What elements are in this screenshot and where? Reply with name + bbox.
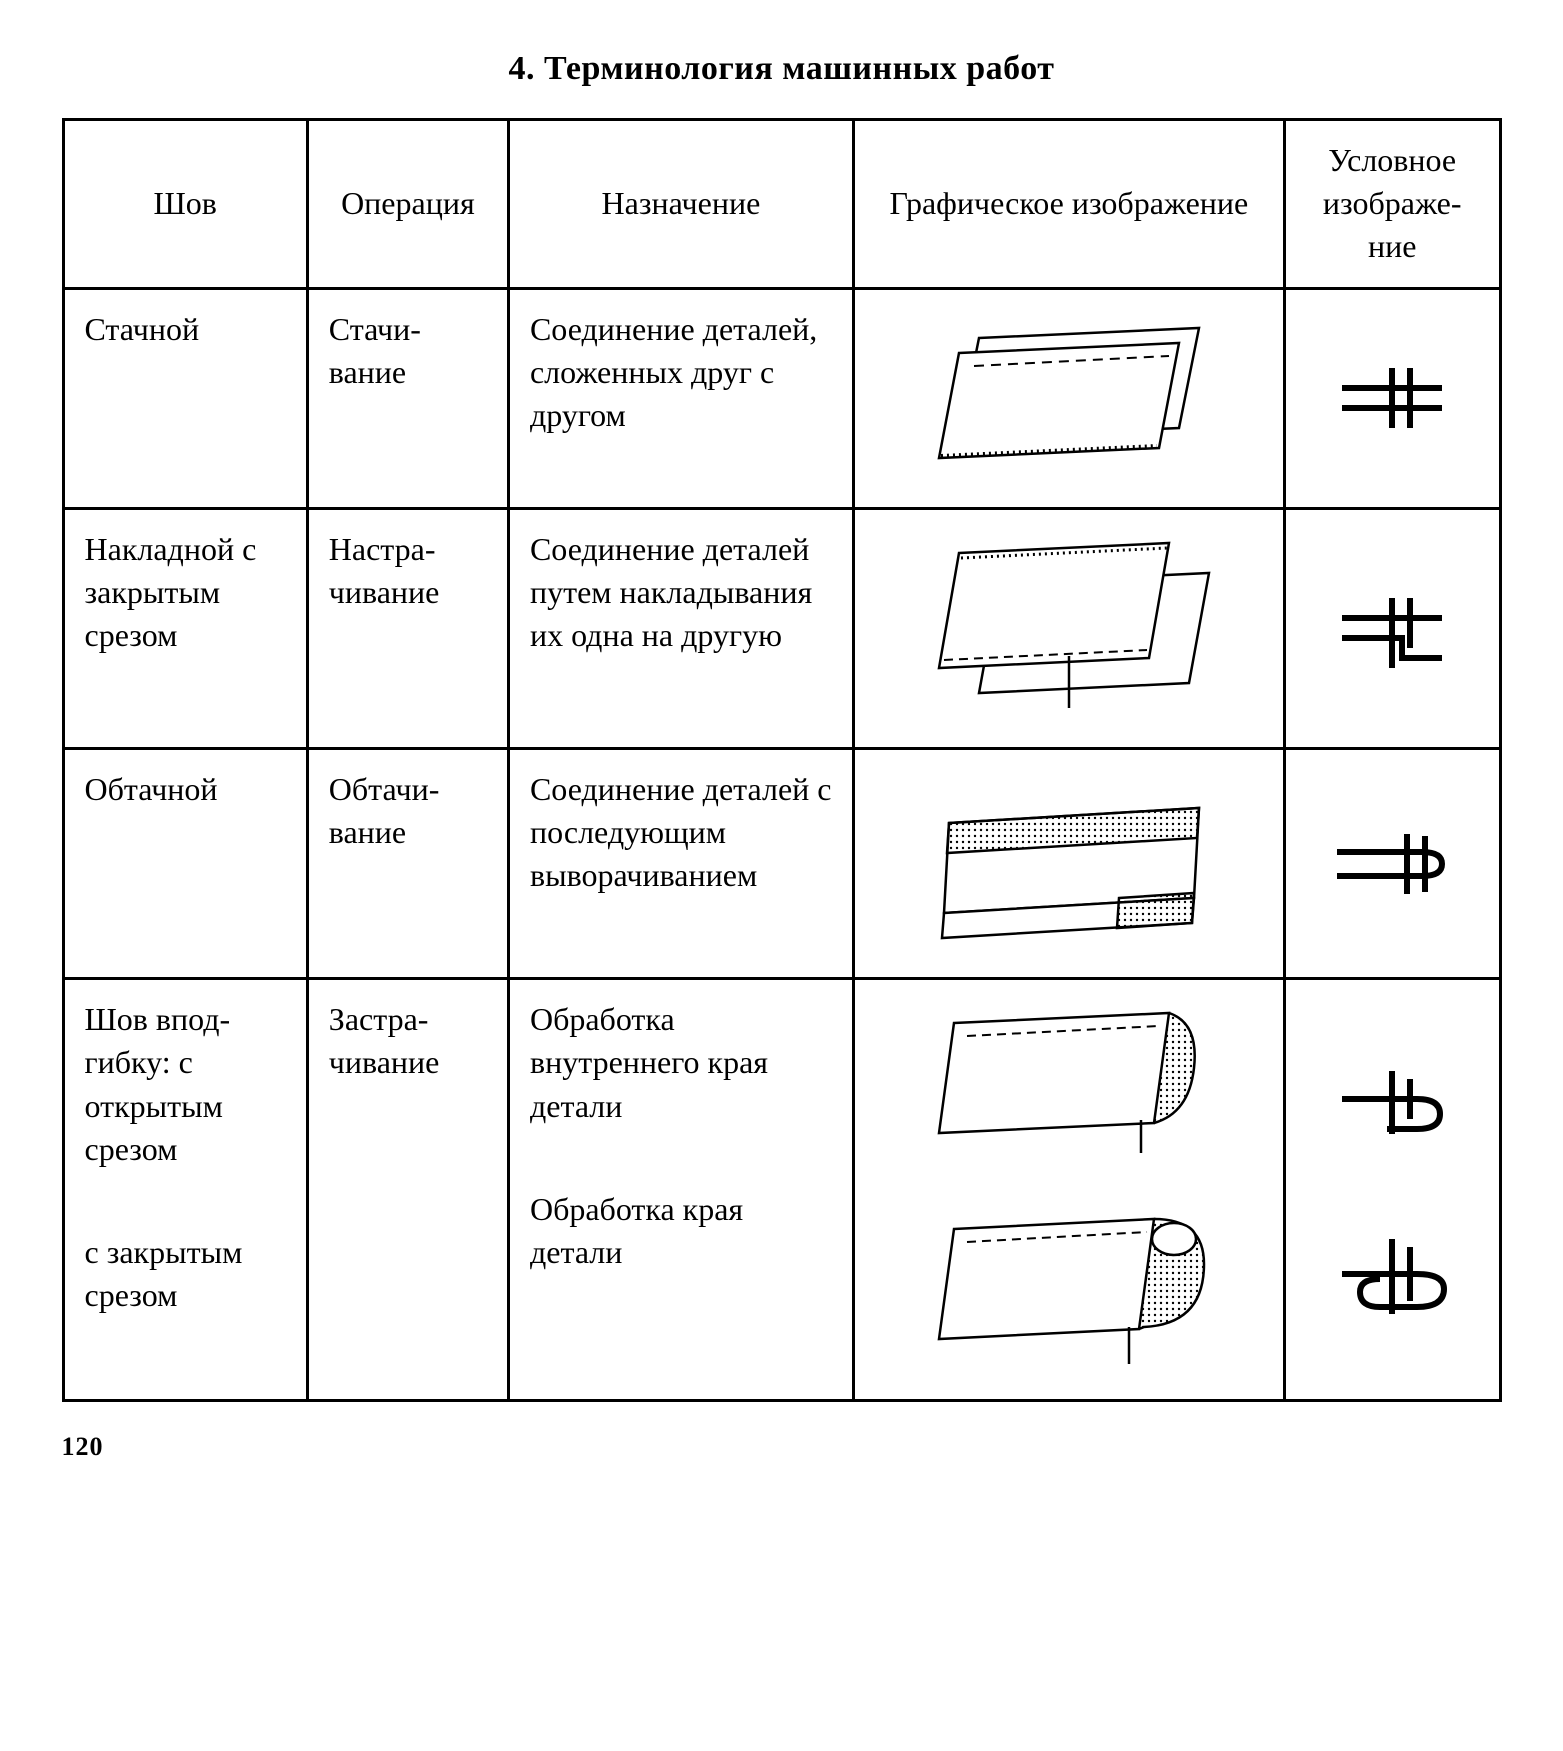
cell-purpose-sub: Обработка края детали bbox=[530, 1188, 832, 1274]
table-row: Стачной Стачи­вание Соединение деталей, … bbox=[63, 288, 1500, 508]
step-down-cross-icon bbox=[1332, 583, 1452, 673]
two-sheets-stitched-icon bbox=[919, 308, 1219, 478]
cell-seam: Накладной с закрытым срезом bbox=[63, 508, 307, 748]
cell-diagram bbox=[853, 979, 1284, 1400]
cell-seam: Шов впод­гибку: с открытым срезом с закр… bbox=[63, 979, 307, 1400]
u-turn-cross-icon bbox=[1327, 824, 1457, 904]
cell-diagram bbox=[853, 508, 1284, 748]
cell-operation: Настра­чивание bbox=[307, 508, 508, 748]
cell-purpose: Соединение деталей путем накладыва­ния и… bbox=[508, 508, 853, 748]
col-diagram: Графическое изображение bbox=[853, 120, 1284, 289]
col-seam: Шов bbox=[63, 120, 307, 289]
cell-seam: Обтачной bbox=[63, 748, 307, 978]
terminology-table: Шов Операция Назначение Графическое изоб… bbox=[62, 118, 1502, 1402]
cell-seam-main: Шов впод­гибку: с открытым срезом bbox=[85, 1001, 231, 1167]
cell-seam: Стачной bbox=[63, 288, 307, 508]
col-operation: Операция bbox=[307, 120, 508, 289]
page-title: 4. Терминология машинных работ bbox=[62, 50, 1502, 88]
double-fold-cross-icon bbox=[1332, 1229, 1452, 1319]
table-row: Шов впод­гибку: с открытым срезом с закр… bbox=[63, 979, 1500, 1400]
cell-diagram bbox=[853, 288, 1284, 508]
page-number: 120 bbox=[62, 1432, 1502, 1462]
double-bar-cross-icon bbox=[1332, 358, 1452, 438]
col-symbol: Услов­ное изо­браже­ние bbox=[1284, 120, 1500, 289]
document-page: 4. Терминология машинных работ Шов Опера… bbox=[62, 50, 1502, 1462]
cell-purpose: Соединение деталей с по­следующим вывора… bbox=[508, 748, 853, 978]
hem-open-icon bbox=[919, 998, 1219, 1158]
folded-turned-icon bbox=[919, 768, 1219, 948]
single-fold-cross-icon bbox=[1332, 1059, 1452, 1139]
cell-purpose: Обработка внутреннего края детали Обрабо… bbox=[508, 979, 853, 1400]
cell-symbol bbox=[1284, 288, 1500, 508]
cell-seam-sub: с закрытым срезом bbox=[85, 1231, 286, 1317]
table-row: Накладной с закрытым срезом Настра­чиван… bbox=[63, 508, 1500, 748]
cell-purpose: Соединение деталей, сло­женных друг с др… bbox=[508, 288, 853, 508]
cell-symbol bbox=[1284, 508, 1500, 748]
cell-operation: Обтачи­вание bbox=[307, 748, 508, 978]
cell-diagram bbox=[853, 748, 1284, 978]
col-purpose: Назначение bbox=[508, 120, 853, 289]
hem-closed-icon bbox=[919, 1199, 1219, 1369]
table-header-row: Шов Операция Назначение Графическое изоб… bbox=[63, 120, 1500, 289]
cell-purpose-main: Обработка внутреннего края детали bbox=[530, 1001, 768, 1123]
cell-operation: Стачи­вание bbox=[307, 288, 508, 508]
cell-symbol bbox=[1284, 748, 1500, 978]
cell-symbol bbox=[1284, 979, 1500, 1400]
table-row: Обтачной Обтачи­вание Соединение деталей… bbox=[63, 748, 1500, 978]
cell-operation: Застра­чивание bbox=[307, 979, 508, 1400]
overlay-sheets-icon bbox=[919, 528, 1219, 718]
